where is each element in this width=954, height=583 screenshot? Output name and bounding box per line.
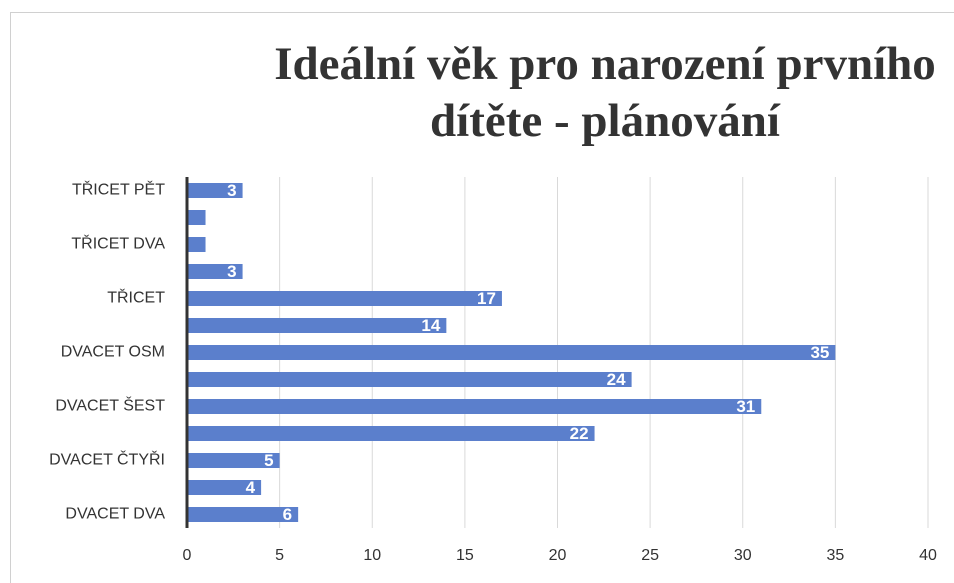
y-tick-label: TŘICET PĚT <box>72 180 165 199</box>
bar <box>187 210 206 225</box>
x-tick-label: 30 <box>734 547 752 564</box>
data-label: 4 <box>246 478 256 497</box>
data-label: 3 <box>227 262 236 281</box>
bar <box>187 318 447 333</box>
bar <box>187 399 762 414</box>
y-tick-label: DVACET ČTYŘI <box>49 450 165 469</box>
data-label: 35 <box>810 343 829 362</box>
bar <box>187 345 836 360</box>
bar <box>187 480 262 495</box>
bar <box>187 264 243 279</box>
y-tick-label: TŘICET <box>107 288 165 307</box>
chart-frame <box>10 12 954 583</box>
x-tick-label: 0 <box>183 547 192 564</box>
x-tick-label: 25 <box>641 547 659 564</box>
data-label: 24 <box>607 370 626 389</box>
bar <box>187 183 243 198</box>
data-label: 3 <box>227 181 236 200</box>
chart-title: Ideální věk pro narození prvního dítěte … <box>274 38 936 147</box>
bar <box>187 426 595 441</box>
bar <box>187 237 206 252</box>
y-tick-label: DVACET ŠEST <box>55 396 165 415</box>
data-label: 6 <box>283 505 292 524</box>
data-label: 31 <box>736 397 755 416</box>
x-tick-label: 5 <box>275 547 284 564</box>
bar <box>187 372 632 387</box>
data-label: 17 <box>477 289 496 308</box>
y-tick-label: DVACET OSM <box>61 344 165 361</box>
x-tick-label: 35 <box>826 547 844 564</box>
x-tick-label: 40 <box>919 547 937 564</box>
y-tick-label: TŘICET DVA <box>71 234 165 253</box>
bar <box>187 507 299 522</box>
x-tick-label: 20 <box>549 547 567 564</box>
data-label: 22 <box>570 424 589 443</box>
bar <box>187 453 280 468</box>
x-tick-label: 15 <box>456 547 474 564</box>
data-label: 14 <box>421 316 440 335</box>
data-label: 5 <box>264 451 273 470</box>
y-tick-label: DVACET DVA <box>65 506 165 523</box>
bar <box>187 291 502 306</box>
x-tick-label: 10 <box>363 547 381 564</box>
